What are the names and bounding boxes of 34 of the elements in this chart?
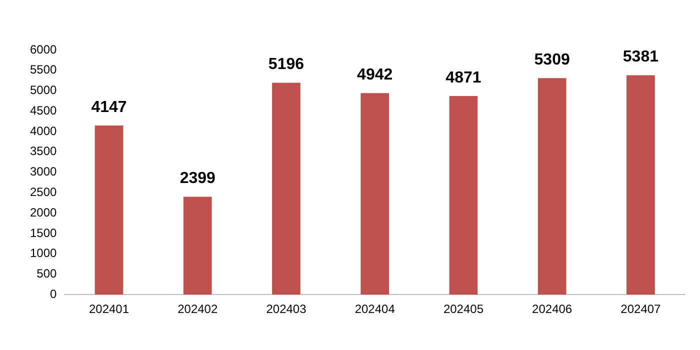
x-tick-label: 202403 [266, 302, 307, 316]
data-label: 5196 [268, 56, 304, 74]
data-label: 5381 [622, 48, 659, 66]
x-tick-label: 202401 [88, 302, 130, 316]
bar [626, 75, 655, 295]
data-label: 4147 [91, 98, 127, 116]
y-tick-label: 1500 [30, 226, 58, 240]
bar [360, 93, 390, 295]
y-tick-label: 4500 [30, 103, 58, 118]
y-tick-label: 1000 [30, 246, 58, 260]
x-tick-label: 202406 [532, 302, 572, 316]
data-label: 4942 [357, 66, 393, 84]
x-tick-label: 202405 [443, 302, 484, 316]
data-label: 2399 [180, 170, 216, 188]
bar [183, 196, 212, 295]
y-tick-label: 2000 [30, 205, 58, 220]
y-tick-label: 6000 [30, 42, 58, 56]
y-tick-label: 5500 [30, 62, 58, 77]
y-tick-label: 0 [50, 286, 58, 301]
data-label: 4871 [446, 69, 482, 86]
data-label: 5309 [534, 52, 570, 69]
x-tick-label: 202407 [620, 302, 662, 316]
y-tick-label: 2500 [30, 184, 58, 199]
bar [538, 78, 566, 295]
x-tick-label: 202402 [178, 302, 218, 316]
y-tick-label: 500 [36, 266, 58, 281]
y-tick-label: 3500 [30, 144, 58, 158]
x-tick-label: 202404 [354, 302, 396, 316]
y-tick-label: 3000 [30, 164, 58, 179]
y-tick-label: 5000 [30, 83, 58, 98]
bar [449, 96, 478, 295]
bar [94, 126, 124, 295]
y-tick-label: 4000 [30, 124, 58, 138]
bar [272, 82, 300, 295]
